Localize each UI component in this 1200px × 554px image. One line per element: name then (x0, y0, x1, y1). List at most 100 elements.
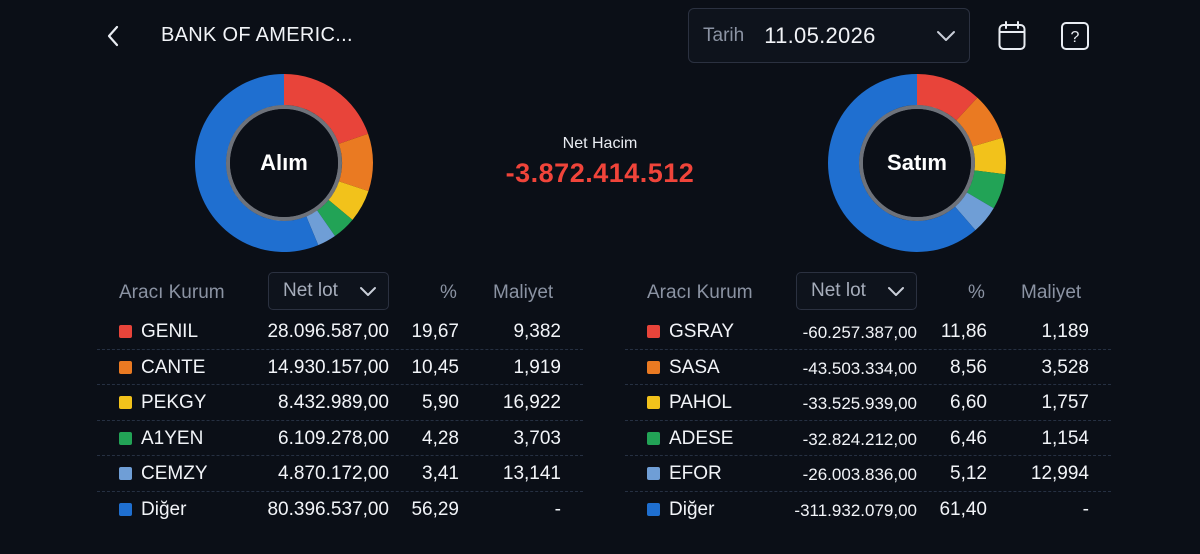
color-swatch (119, 467, 132, 480)
sell-lot-select[interactable]: Net lot (796, 272, 917, 310)
color-swatch (119, 502, 132, 516)
net-lot-value: -33.525.939,00 (802, 394, 917, 413)
cost-value: 1,154 (1041, 427, 1089, 449)
broker-name: Diğer (141, 498, 187, 520)
percent-value: 56,29 (411, 498, 459, 520)
donut-slice-pekgy (328, 181, 369, 220)
page-title: BANK OF AMERIC... (161, 24, 353, 46)
back-button[interactable] (98, 20, 128, 52)
broker-name: EFOR (669, 463, 722, 484)
donut-hole (863, 109, 971, 217)
broker-name: CEMZY (141, 463, 208, 484)
net-volume-label: Net Hacim (562, 135, 638, 152)
percent-value: 5,90 (422, 392, 459, 413)
buy-donut-svg (194, 74, 373, 253)
percent-value: 11,86 (940, 321, 987, 342)
table-row[interactable]: Diğer -311.932.079,00 61,40 - (625, 492, 1111, 528)
chevron-down-icon (886, 282, 906, 308)
lot-select-label: Net lot (811, 280, 866, 301)
help-icon: ? (1061, 22, 1089, 50)
column-cost: Maliyet (493, 282, 554, 303)
table-row[interactable]: PEKGY 8.432.989,00 5,90 16,922 (97, 385, 583, 421)
net-lot-value: 6.109.278,00 (278, 427, 389, 449)
donut-slice-efor (955, 192, 994, 231)
net-lot-value: -311.932.079,00 (794, 500, 917, 520)
broker-name: GENIL (141, 321, 199, 342)
cost-value: 3,703 (513, 427, 561, 449)
color-swatch (647, 396, 660, 409)
cost-value: - (1082, 498, 1089, 520)
donut-slice-diğer (194, 74, 319, 253)
net-lot-value: -43.503.334,00 (802, 358, 917, 378)
net-volume-value: -3.872.414.512 (505, 158, 695, 188)
cost-value: - (554, 498, 561, 520)
buy-lot-select[interactable]: Net lot (268, 272, 389, 310)
chevron-left-icon (107, 25, 119, 47)
column-cost: Maliyet (1021, 282, 1082, 303)
donut-slice-adese (966, 170, 1006, 209)
table-row[interactable]: PAHOL -33.525.939,00 6,60 1,757 (625, 385, 1111, 421)
broker-name: ADESE (669, 427, 734, 449)
calendar-icon (998, 21, 1026, 50)
donut-slice-genil (284, 74, 369, 144)
percent-value: 6,46 (950, 427, 987, 449)
donut-slice-cante (338, 133, 373, 192)
cost-value: 13,141 (502, 463, 561, 484)
donut-slice-diğer (828, 74, 976, 253)
date-select[interactable]: Tarih 11.05.2026 (688, 8, 970, 63)
table-row[interactable]: Diğer 80.396.537,00 56,29 - (97, 492, 583, 528)
net-lot-value: -32.824.212,00 (802, 429, 917, 449)
sell-donut-chart: Satım (827, 73, 1007, 253)
color-swatch (119, 431, 132, 445)
svg-text:?: ? (1071, 29, 1080, 46)
net-lot-value: 80.396.537,00 (267, 498, 389, 520)
broker-name: PEKGY (141, 392, 207, 413)
buy-donut-chart: Alım (194, 73, 374, 253)
chevron-down-icon (935, 25, 957, 52)
cost-value: 3,528 (1041, 356, 1089, 378)
percent-value: 19,67 (411, 321, 459, 342)
donut-slice-pahol (972, 137, 1006, 175)
column-percent: % (440, 282, 457, 303)
broker-name: Diğer (669, 498, 715, 520)
cost-value: 1,757 (1041, 392, 1089, 413)
percent-value: 8,56 (950, 356, 987, 378)
table-row[interactable]: GSRAY -60.257.387,00 11,86 1,189 (625, 314, 1111, 350)
net-lot-value: -60.257.387,00 (802, 323, 917, 342)
buy-table-body: GENIL 28.096.587,00 19,67 9,382 CANTE 14.930.… (97, 314, 583, 527)
table-row[interactable]: CEMZY 4.870.172,00 3,41 13,141 (97, 456, 583, 492)
percent-value: 6,60 (950, 392, 987, 413)
column-percent: % (968, 282, 985, 303)
buy-table-header: Aracı Kurum Net lot % Maliyet (97, 270, 583, 314)
cost-value: 16,922 (502, 392, 561, 413)
cost-value: 9,382 (513, 321, 561, 342)
color-swatch (647, 502, 660, 516)
cost-value: 1,919 (513, 356, 561, 378)
calendar-button[interactable] (995, 18, 1029, 54)
donut-hole (230, 109, 338, 217)
table-row[interactable]: EFOR -26.003.836,00 5,12 12,994 (625, 456, 1111, 492)
table-row[interactable]: ADESE -32.824.212,00 6,46 1,154 (625, 421, 1111, 456)
donut-slice-a1yen (317, 200, 353, 236)
broker-name: PAHOL (669, 392, 733, 413)
color-swatch (647, 431, 660, 445)
table-row[interactable]: A1YEN 6.109.278,00 4,28 3,703 (97, 421, 583, 456)
buy-table: Aracı Kurum Net lot % Maliyet GENIL 28.09… (97, 270, 583, 527)
cost-value: 1,189 (1041, 321, 1089, 342)
cost-value: 12,994 (1030, 463, 1089, 484)
color-swatch (647, 325, 660, 338)
color-swatch (119, 360, 132, 374)
table-row[interactable]: CANTE 14.930.157,00 10,45 1,919 (97, 350, 583, 385)
table-row[interactable]: GENIL 28.096.587,00 19,67 9,382 (97, 314, 583, 350)
donut-slice-cemzy (306, 210, 335, 246)
net-lot-value: 8.432.989,00 (278, 392, 389, 413)
table-row[interactable]: SASA -43.503.334,00 8,56 3,528 (625, 350, 1111, 385)
color-swatch (119, 396, 132, 409)
color-swatch (119, 325, 132, 338)
donut-slice-gsray (917, 74, 978, 121)
column-broker: Aracı Kurum (119, 282, 225, 303)
help-button[interactable]: ? (1058, 18, 1092, 54)
buy-donut-label: Alım (260, 150, 308, 175)
color-swatch (647, 360, 660, 374)
color-swatch (647, 467, 660, 480)
